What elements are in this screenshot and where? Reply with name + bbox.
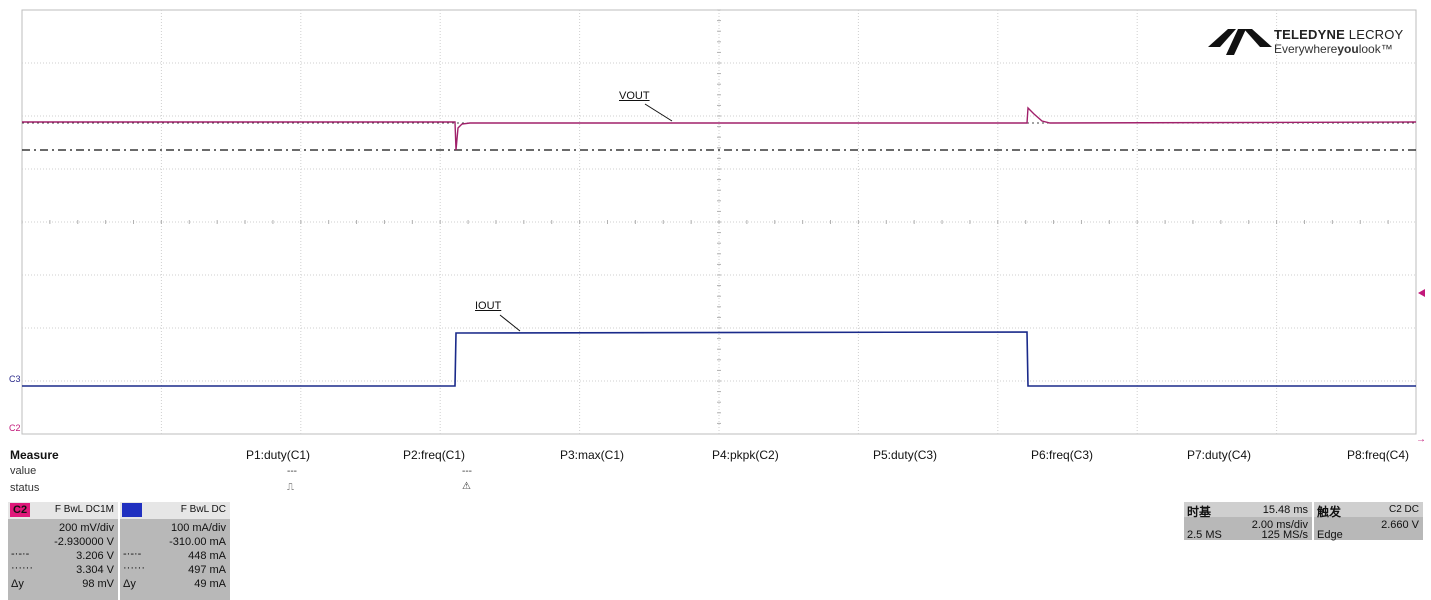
channel-coupling: F BwL DC xyxy=(180,504,226,515)
cursor1-symbol: -·-·- xyxy=(123,548,142,560)
trigger-descriptor[interactable]: 触发 C2 DC 2.660 V Edge xyxy=(1314,502,1423,541)
logo-icon xyxy=(1208,29,1272,55)
channel-delta: 49 mA xyxy=(194,578,226,590)
vout-label-leader xyxy=(644,103,673,122)
channel-c3-descriptor[interactable]: C3 F BwL DC 100 mA/div -310.00 mA -·-·- … xyxy=(120,502,230,600)
channel-volts-div: 100 mA/div xyxy=(170,522,226,534)
measure-value-p2: --- xyxy=(462,466,472,477)
waveform-display xyxy=(21,9,1417,435)
channel-cursor2: 3.304 V xyxy=(76,564,114,576)
trigger-position-arrow: → xyxy=(1416,434,1426,445)
trigger-type: Edge xyxy=(1317,529,1343,541)
measure-param-p5[interactable]: P5:duty(C3) xyxy=(873,448,938,462)
measure-param-p1[interactable]: P1:duty(C1) xyxy=(246,448,311,462)
channel-cursor1: 3.206 V xyxy=(76,550,114,562)
brand-name: TELEDYNE LECROY xyxy=(1274,27,1404,42)
measure-row-status-label: status xyxy=(10,482,40,494)
measure-row-value-label: value xyxy=(10,465,37,477)
cursor1-symbol: -·-·- xyxy=(11,548,30,560)
measure-title: Measure xyxy=(10,448,59,462)
measure-status-p2: ⚠ xyxy=(462,481,471,492)
channel-delta: 98 mV xyxy=(82,578,114,590)
cursor2-symbol: ······ xyxy=(11,562,33,574)
c3-offset-marker[interactable]: C3 xyxy=(9,374,21,384)
channel-tag: C2 xyxy=(10,503,31,517)
channel-cursor1: 448 mA xyxy=(188,550,226,562)
measure-param-p7[interactable]: P7:duty(C4) xyxy=(1187,448,1252,462)
timebase-samples: 2.5 MS xyxy=(1187,529,1222,541)
channel-offset: -310.00 mA xyxy=(169,536,226,548)
channel-coupling: F BwL DC1M xyxy=(54,504,114,515)
timebase-time-div: 2.00 ms/div xyxy=(1251,519,1308,531)
channel-offset: -2.930000 V xyxy=(54,536,114,548)
measure-param-p6[interactable]: P6:freq(C3) xyxy=(1031,448,1094,462)
measure-status-p1: ⎍ xyxy=(287,482,294,493)
delta-label: Δy xyxy=(123,578,136,590)
trigger-label: 触发 xyxy=(1317,505,1342,519)
channel-header xyxy=(120,502,230,519)
channel-c2-descriptor[interactable]: C2 F BwL DC1M 200 mV/div -2.930000 V -·-… xyxy=(8,502,118,600)
c2-offset-marker[interactable]: C2 xyxy=(9,423,21,433)
waveform-grid[interactable] xyxy=(0,0,1431,440)
timebase-label: 时基 xyxy=(1187,505,1212,519)
channel-cursor2: 497 mA xyxy=(188,564,226,576)
trigger-header xyxy=(1314,502,1423,517)
vout-trace-label: VOUT xyxy=(619,90,650,102)
delta-label: Δy xyxy=(11,578,24,590)
brand-tagline: Everywhereyoulook™ xyxy=(1274,42,1393,56)
trigger-level: 2.660 V xyxy=(1381,519,1419,531)
timebase-delay: 15.48 ms xyxy=(1262,504,1308,516)
timebase-sample-rate: 125 MS/s xyxy=(1261,529,1308,541)
cursor2-symbol: ······ xyxy=(123,562,145,574)
trigger-source: C2 DC xyxy=(1388,504,1419,515)
measure-param-p8[interactable]: P8:freq(C4) xyxy=(1347,448,1410,462)
vout-trace xyxy=(22,106,1417,151)
measure-table: Measure value status P1:duty(C1) P2:freq… xyxy=(0,444,1431,500)
iout-label-leader xyxy=(499,314,521,332)
measure-param-p4[interactable]: P4:pkpk(C2) xyxy=(712,448,779,462)
iout-trace-label: IOUT xyxy=(475,300,502,312)
iout-trace xyxy=(22,331,1416,387)
channel-tag: C3 xyxy=(122,503,143,517)
measure-value-p1: --- xyxy=(287,466,297,477)
channel-volts-div: 200 mV/div xyxy=(58,522,114,534)
teledyne-lecroy-logo: TELEDYNE LECROY Everywhereyoulook™ xyxy=(1208,25,1418,61)
measure-param-p2[interactable]: P2:freq(C1) xyxy=(403,448,466,462)
trigger-level-marker[interactable] xyxy=(1418,289,1425,297)
measure-param-p3[interactable]: P3:max(C1) xyxy=(560,448,625,462)
channel-header xyxy=(8,502,118,519)
timebase-header xyxy=(1184,502,1312,517)
timebase-descriptor[interactable]: 时基 15.48 ms 2.00 ms/div 2.5 MS 125 MS/s xyxy=(1184,502,1312,541)
